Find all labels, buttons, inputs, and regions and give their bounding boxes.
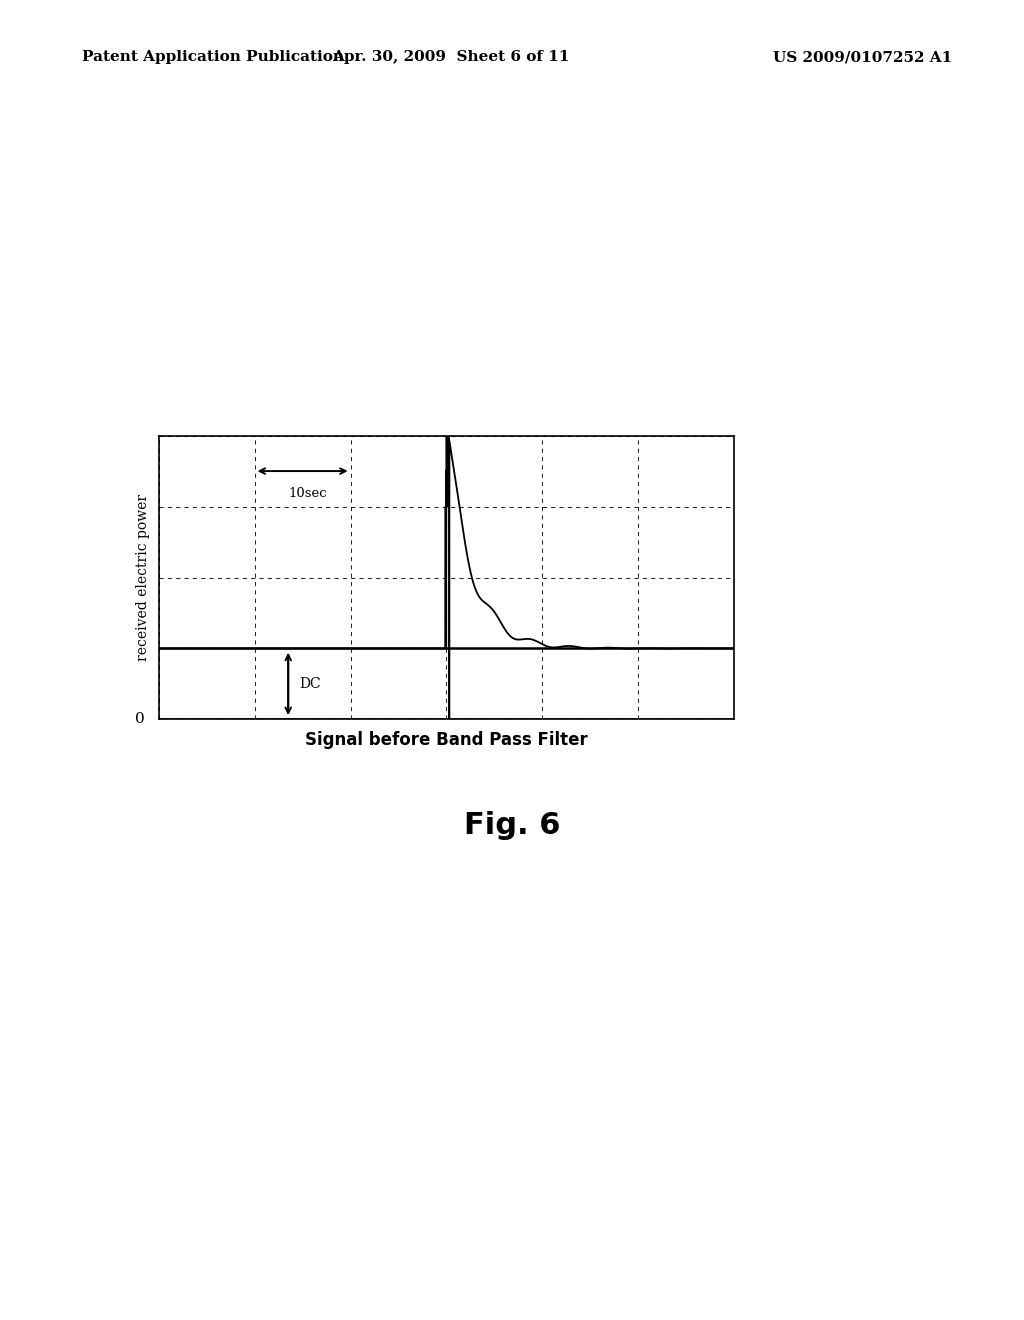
Text: 0: 0 [134, 713, 144, 726]
Text: US 2009/0107252 A1: US 2009/0107252 A1 [773, 50, 952, 65]
Y-axis label: received electric power: received electric power [136, 494, 151, 661]
X-axis label: Signal before Band Pass Filter: Signal before Band Pass Filter [305, 730, 588, 748]
Text: DC: DC [300, 677, 322, 690]
Text: Patent Application Publication: Patent Application Publication [82, 50, 344, 65]
Text: Apr. 30, 2009  Sheet 6 of 11: Apr. 30, 2009 Sheet 6 of 11 [332, 50, 569, 65]
Text: Fig. 6: Fig. 6 [464, 810, 560, 840]
Text: 10sec: 10sec [288, 487, 327, 500]
